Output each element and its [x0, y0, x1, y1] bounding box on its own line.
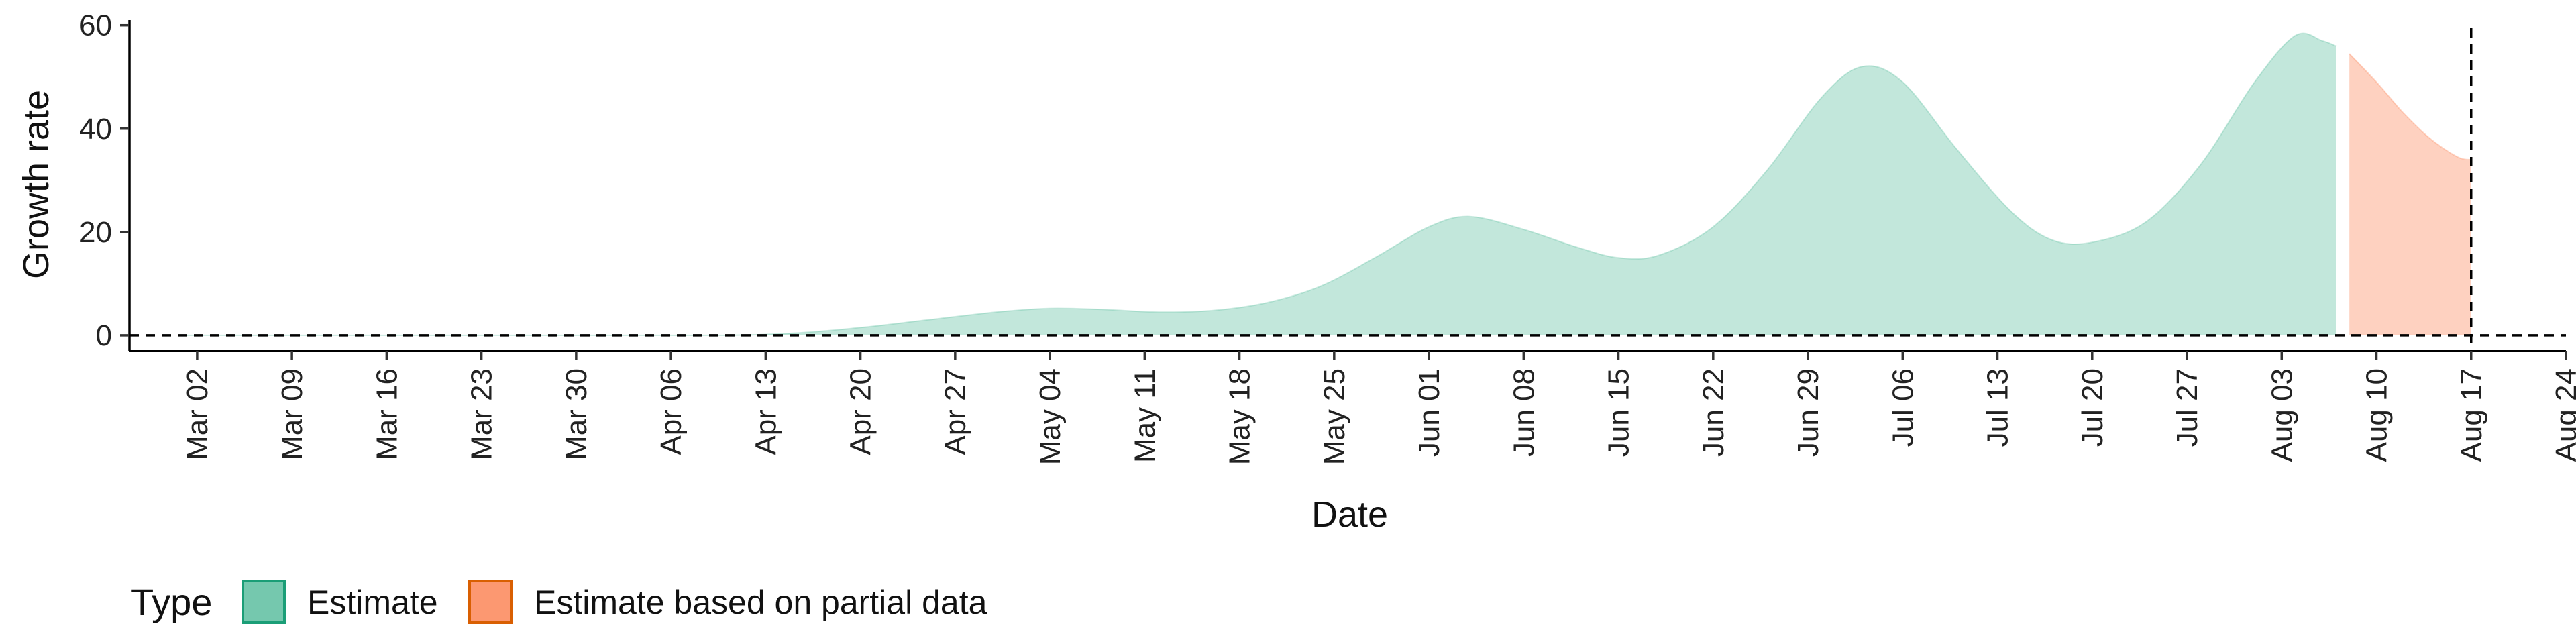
x-tick-label-7: Apr 20 [845, 368, 877, 455]
legend-label-estimate: Estimate [307, 584, 438, 621]
legend-title: Type [131, 581, 212, 623]
y-tick-label-60: 60 [79, 9, 112, 42]
x-tick-label-6: Apr 13 [749, 368, 782, 455]
y-tick-label-40: 40 [79, 113, 112, 146]
legend-label-partial: Estimate based on partial data [534, 584, 987, 621]
x-tick-label-22: Aug 03 [2265, 368, 2298, 462]
x-tick-label-13: Jun 01 [1413, 368, 1446, 457]
x-axis: Mar 02 Mar 09 Mar 16 Mar 23 Mar 30 Apr 06 Apr … [129, 350, 2576, 465]
x-tick-label-19: Jul 13 [1982, 368, 2015, 447]
plot-area [129, 28, 2566, 351]
legend: Type Estimate Estimate based on partial … [131, 580, 987, 624]
x-tick-label-10: May 11 [1128, 368, 1161, 463]
x-tick-label-23: Aug 10 [2361, 368, 2394, 462]
x-tick-label-20: Jul 20 [2076, 368, 2109, 447]
x-tick-label-16: Jun 22 [1697, 368, 1730, 457]
x-axis-title: Date [1311, 494, 1388, 535]
x-tick-label-9: May 04 [1034, 368, 1067, 465]
x-tick-label-21: Jul 27 [2171, 368, 2204, 447]
x-tick-label-4: Mar 30 [560, 368, 593, 460]
y-tick-label-20: 20 [79, 216, 112, 249]
x-tick-label-12: May 25 [1318, 368, 1351, 465]
x-tick-label-1: Mar 09 [276, 368, 309, 460]
area-outline-series-1 [2349, 53, 2472, 160]
x-tick-label-3: Mar 23 [466, 368, 498, 460]
x-tick-label-8: Apr 27 [939, 368, 972, 455]
area-outline-series-0 [183, 32, 2337, 337]
x-tick-label-25: Aug 24 [2550, 368, 2576, 462]
x-tick-label-14: Jun 08 [1507, 368, 1540, 457]
x-tick-label-18: Jul 06 [1886, 368, 1919, 447]
x-tick-label-24: Aug 17 [2455, 368, 2488, 462]
legend-key-partial [468, 580, 513, 624]
y-axis: 0 20 40 60 [79, 9, 131, 352]
x-tick-label-5: Apr 06 [655, 368, 688, 455]
y-tick-label-0: 0 [96, 319, 112, 352]
x-tick-label-2: Mar 16 [370, 368, 403, 460]
y-axis-title: Growth rate [16, 90, 56, 279]
x-tick-label-0: Mar 02 [181, 368, 214, 460]
legend-key-estimate [241, 580, 286, 624]
area-series-0 [183, 33, 2337, 336]
x-tick-label-17: Jun 29 [1792, 368, 1825, 457]
area-series-1 [2349, 54, 2471, 335]
x-tick-label-15: Jun 15 [1603, 368, 1635, 457]
x-tick-label-11: May 18 [1224, 368, 1256, 465]
